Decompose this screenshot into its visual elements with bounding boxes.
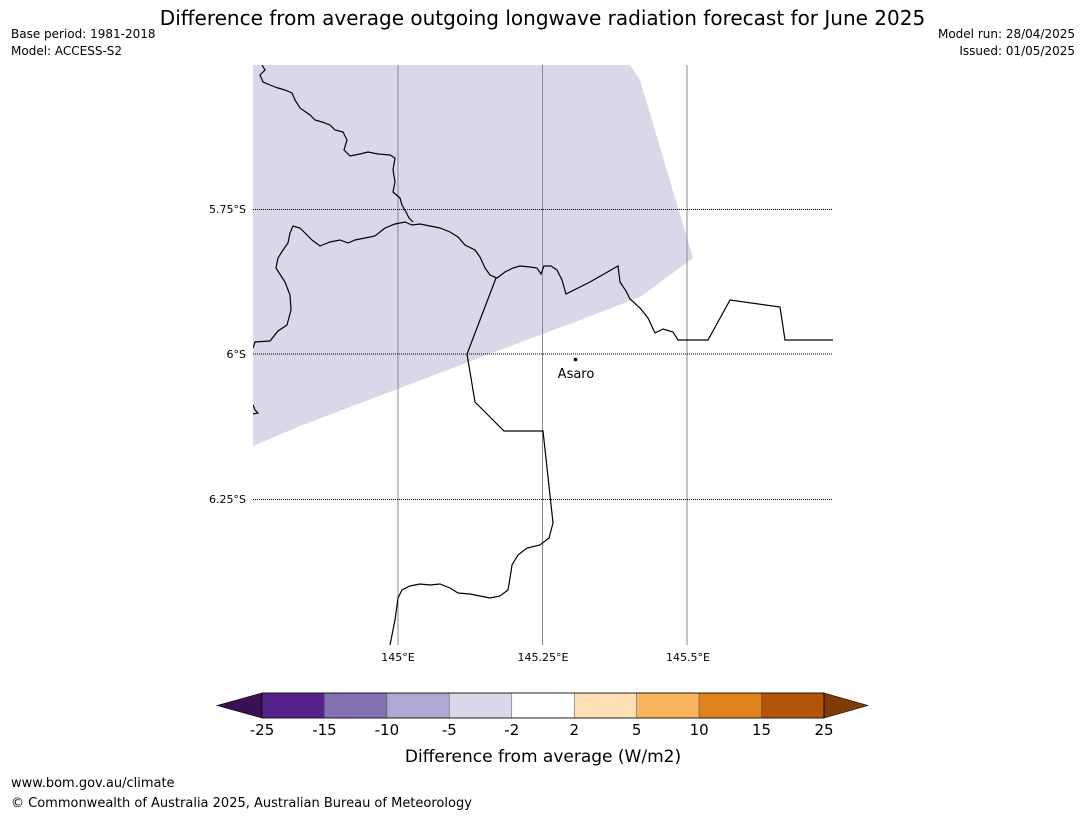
boundary-central: [253, 221, 833, 349]
model-label: Model: ACCESS-S2: [11, 44, 123, 58]
lat-label-6-25s: 6.25°S: [209, 493, 246, 506]
anomaly-shaded-area: [253, 65, 693, 446]
colorbar-tick-label: -2: [504, 721, 519, 739]
colorbar-box: [636, 692, 700, 719]
boundary-north: [259, 65, 414, 223]
colorbar-tick-label: 10: [690, 721, 709, 739]
lon-label-145-5e: 145.5°E: [666, 651, 710, 664]
colorbar-box: [511, 692, 575, 719]
colorbar-box: [386, 692, 450, 719]
colorbar-outline: [261, 692, 825, 719]
lon-label-145-25e: 145.25°E: [518, 651, 569, 664]
colorbar-box: [261, 692, 325, 719]
colorbar-box: [761, 692, 825, 719]
colorbar-box: [573, 692, 637, 719]
colorbar-tick-label: 15: [752, 721, 771, 739]
footer-copyright: © Commonwealth of Australia 2025, Austra…: [11, 796, 472, 811]
lat-label-5-75s: 5.75°S: [209, 203, 246, 216]
model-run-label: Model run: 28/04/2025: [937, 27, 1075, 41]
lat-label-6s: 6°S: [227, 348, 246, 361]
colorbar-tick-label: 25: [814, 721, 833, 739]
colorbar-box: [449, 692, 513, 719]
colorbar: -25 -15 -10 -5 -2 2 5 10 15 25: [215, 692, 870, 739]
colorbar-box: [324, 692, 388, 719]
colorbar-tick-label: 2: [569, 721, 579, 739]
issued-label: Issued: 01/05/2025: [959, 44, 1075, 58]
page-title: Difference from average outgoing longwav…: [159, 6, 926, 30]
colorbar-box: [698, 692, 762, 719]
colorbar-extend-low: [215, 692, 263, 719]
colorbar-extend-high: [823, 692, 870, 719]
colorbar-tick-label: -15: [312, 721, 337, 739]
colorbar-tick-label: -25: [250, 721, 275, 739]
base-period-label: Base period: 1981-2018: [11, 27, 156, 41]
colorbar-tick-label: -5: [442, 721, 457, 739]
asaro-marker: [573, 357, 578, 362]
colorbar-tick-label: 5: [632, 721, 642, 739]
lon-label-145e: 145°E: [381, 651, 414, 664]
colorbar-title: Difference from average (W/m2): [405, 747, 681, 767]
asaro-label: Asaro: [558, 367, 595, 382]
footer-url: www.bom.gov.au/climate: [11, 776, 175, 791]
boundary-fragment: [253, 404, 260, 415]
colorbar-tick-label: -10: [375, 721, 400, 739]
boundary-south: [389, 277, 554, 645]
